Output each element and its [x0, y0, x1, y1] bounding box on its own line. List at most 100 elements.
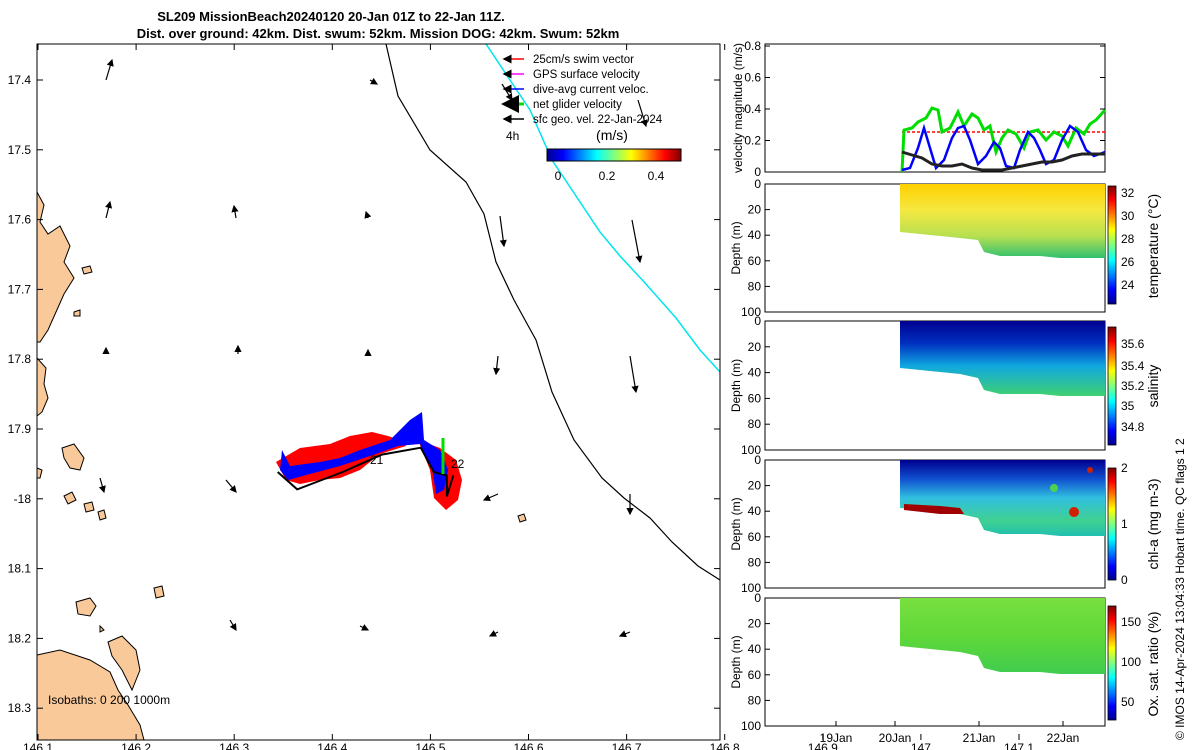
map-y-tick-label: 17.6 [8, 213, 32, 227]
time-tick-label: 22Jan [1047, 731, 1080, 745]
map-x-tick-label: 146.6 [513, 741, 543, 750]
map-y-tick-label: 17.8 [8, 352, 32, 366]
map-legend: 25cm/s swim vector GPS surface velocity di… [501, 54, 682, 183]
depth-tick: 0 [754, 591, 761, 605]
salinity-cblabel: salinity [1145, 365, 1161, 408]
depth-tick: 40 [748, 642, 762, 656]
svg-text:34.8: 34.8 [1121, 420, 1145, 434]
velocity-panel: 0 0.2 0.4 0.6 0.8 velocity magnitude (m/s) [731, 39, 1107, 179]
velocity-y-tick: 0.6 [744, 71, 761, 85]
coastline-land [36, 191, 527, 741]
svg-text:1: 1 [1121, 517, 1128, 531]
glider-track [277, 438, 455, 497]
depth-tick: 40 [748, 228, 762, 242]
surface-current-arrows [98, 58, 648, 638]
chla-colorbar [1107, 467, 1117, 581]
figure-title-line1: SL209 MissionBeach20240120 20-Jan 01Z to… [157, 9, 505, 24]
velocity-y-tick: 0 [754, 165, 761, 179]
map-x-tick-label: 146.3 [219, 741, 249, 750]
map-y-tick-label: -18 [14, 492, 32, 506]
depth-tick: 100 [741, 581, 761, 595]
map-y-tick-label: 17.4 [8, 73, 32, 87]
sfc-geo-velocity-line [901, 150, 1105, 172]
time-tick-label: 20Jan [879, 731, 912, 745]
svg-text:0: 0 [1121, 573, 1128, 587]
depth-tick: 60 [748, 391, 762, 405]
legend-entry: sfc geo. vel. 22-Jan-2024 [502, 114, 663, 126]
depth-tick: 80 [748, 693, 762, 707]
map-cb-tick-1: 0.2 [599, 169, 616, 183]
depth-ylabel: Depth (m) [729, 635, 743, 688]
depth-tick: 20 [748, 203, 762, 217]
oxygen-cb-ticks: 150 100 50 [1121, 615, 1141, 709]
velocity-ylabel: velocity magnitude (m/s) [731, 43, 745, 173]
map-x-tick-label: 146.4 [317, 741, 347, 750]
depth-tick: 40 [748, 504, 762, 518]
depth-tick: 0 [754, 177, 761, 191]
temperature-colorbar [1107, 185, 1117, 305]
dive-avg-current-line [901, 123, 1106, 172]
map-y-tick-label: 18.1 [8, 562, 32, 576]
velocity-y-tick: 0.2 [744, 134, 761, 148]
map-y-tick-label: 17.9 [8, 422, 32, 436]
map-x-tick-label: 146.2 [121, 741, 151, 750]
map-x-tick-label: 146.9 [808, 741, 838, 750]
salinity-colorbar [1107, 326, 1117, 446]
svg-text:35: 35 [1121, 399, 1135, 413]
map-x-tick-label: 146.5 [415, 741, 445, 750]
depth-tick: 60 [748, 530, 762, 544]
map-x-tick-label: 147 [911, 741, 931, 750]
temperature-cblabel: temperature (°C) [1145, 194, 1161, 298]
svg-text:35.2: 35.2 [1121, 379, 1145, 393]
isobath-note: Isobaths: 0 200 1000m [48, 693, 170, 707]
map-y-tick-label: 18.3 [8, 701, 32, 715]
svg-text:35.6: 35.6 [1121, 337, 1145, 351]
svg-text:sfc geo. vel. 22-Jan-2024: sfc geo. vel. 22-Jan-2024 [533, 114, 663, 126]
depth-tick: 20 [748, 617, 762, 631]
depth-tick: 60 [748, 254, 762, 268]
time-axis-ticks: 19Jan 20Jan 21Jan 22Jan [820, 721, 1080, 745]
depth-tick: 80 [748, 555, 762, 569]
map-x-tick-label: 147.1 [1004, 741, 1034, 750]
svg-text:2: 2 [1121, 461, 1128, 475]
isobath-200m [385, 43, 721, 581]
depth-tick: 100 [741, 305, 761, 319]
svg-text:GPS surface velocity: GPS surface velocity [533, 69, 640, 81]
legend-entry: GPS surface velocity [502, 69, 640, 81]
map-y-ticks: 17.4 17.5 17.6 17.7 17.8 17.9 -18 18.1 18.2 18.3 [8, 73, 720, 715]
legend-entry: dive-avg current veloc. [502, 84, 649, 96]
chla-cblabel: chl-a (mg m-3) [1145, 478, 1161, 569]
svg-text:dive-avg current veloc.: dive-avg current veloc. [533, 84, 649, 96]
map-y-tick-label: 18.2 [8, 631, 32, 645]
temperature-section [900, 184, 1105, 258]
depth-ylabel: Depth (m) [729, 221, 743, 274]
svg-text:25cm/s swim vector: 25cm/s swim vector [533, 54, 634, 66]
legend-note-4h: 4h [506, 129, 519, 143]
depth-ylabel: Depth (m) [729, 359, 743, 412]
oxygen-section [900, 598, 1105, 674]
track-label-21: 21 [370, 453, 384, 467]
depth-tick: 0 [754, 453, 761, 467]
figure-title-line2: Dist. over ground: 42km. Dist. swum: 52k… [137, 26, 620, 41]
map-panel: 21 22 25cm/s swim vector GPS surface velo… [8, 43, 1034, 750]
time-tick-label: 19Jan [820, 731, 853, 745]
svg-text:30: 30 [1121, 209, 1135, 223]
map-axes-frame [36, 43, 721, 741]
svg-text:28: 28 [1121, 232, 1135, 246]
time-tick-label: 21Jan [963, 731, 996, 745]
map-y-tick-label: 17.5 [8, 143, 32, 157]
depth-tick: 80 [748, 417, 762, 431]
legend-entry: 25cm/s swim vector [502, 54, 634, 66]
oxygen-colorbar [1107, 605, 1117, 721]
map-colorbar [546, 148, 682, 162]
map-x-tick-label: 146.8 [710, 741, 740, 750]
depth-tick: 20 [748, 340, 762, 354]
svg-text:35.4: 35.4 [1121, 359, 1145, 373]
svg-text:24: 24 [1121, 278, 1135, 292]
svg-text:26: 26 [1121, 255, 1135, 269]
map-cb-tick-2: 0.4 [648, 169, 665, 183]
svg-text:150: 150 [1121, 615, 1141, 629]
depth-tick: 20 [748, 479, 762, 493]
oxygen-cblabel: Ox. sat. ratio (%) [1145, 611, 1161, 716]
